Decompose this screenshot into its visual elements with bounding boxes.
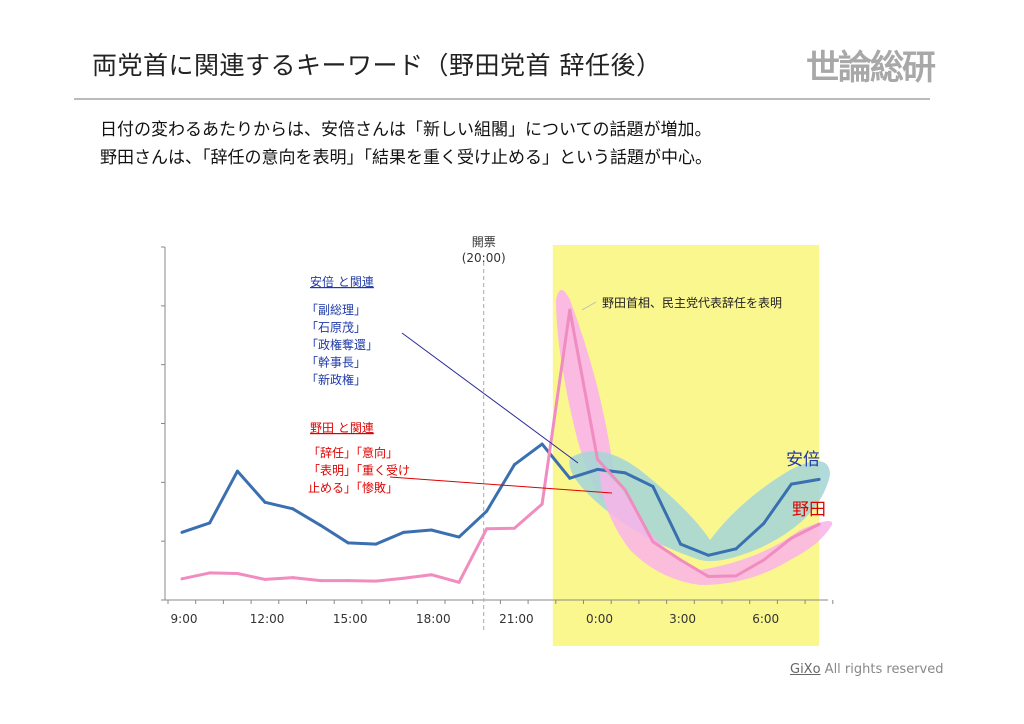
series-label-abe: 安倍 (786, 450, 820, 470)
data-point (623, 488, 627, 492)
abe-keyword: 「石原茂」 (306, 321, 366, 335)
noda-leader (389, 476, 613, 494)
data-point (180, 577, 184, 581)
vline-label: 開票 (472, 235, 496, 249)
vline-label: (20:00) (462, 251, 506, 265)
data-point (512, 463, 516, 467)
series-line-noda (181, 308, 820, 584)
data-point (319, 579, 322, 583)
data-point (263, 577, 267, 581)
data-point (762, 558, 766, 562)
data-point (789, 536, 793, 540)
data-point (706, 553, 710, 557)
description: 日付の変わるあたりからは、安倍さんは「新しい組閣」についての話題が増加。 野田さ… (100, 116, 712, 172)
data-point (512, 526, 516, 530)
data-point (429, 573, 433, 577)
data-point (789, 482, 793, 486)
data-point (817, 522, 821, 526)
data-point (235, 572, 239, 576)
data-point (457, 535, 461, 539)
data-point (651, 540, 655, 544)
noda-keyword: 止める」「惨敗」 (308, 480, 398, 495)
x-tick-label: 18:00 (416, 612, 451, 626)
data-point (485, 509, 489, 513)
data-point (291, 507, 295, 511)
description-line: 野田さんは、「辞任の意向を表明」「結果を重く受け止める」という話題が中心。 (100, 148, 712, 168)
series-line-abe (181, 442, 820, 557)
data-point (540, 442, 544, 446)
data-point (346, 541, 350, 545)
data-point (402, 576, 406, 580)
x-tick-label: 9:00 (171, 612, 198, 626)
series-label-noda: 野田 (792, 500, 826, 520)
data-point (208, 571, 212, 575)
noda-keyword: 「表明」「重く受け (308, 464, 410, 478)
data-point (208, 521, 212, 525)
data-point (568, 308, 572, 312)
abe-keyword: 「政権奪還」 (306, 337, 378, 352)
data-point (429, 528, 433, 532)
abe-leader (401, 332, 579, 464)
noda-highlight-blob (600, 470, 833, 585)
x-tick-label: 15:00 (333, 612, 368, 626)
data-point (706, 574, 710, 578)
footer: GiXo All rights reserved (790, 662, 944, 677)
data-point (346, 579, 350, 583)
data-point (485, 527, 489, 531)
data-point (651, 484, 655, 488)
data-point (817, 477, 821, 481)
data-point (374, 542, 378, 546)
data-point (457, 580, 461, 584)
page-title: 両党首に関連するキーワード（野田党首 辞任後） (92, 51, 662, 80)
logo: 世論総研 (806, 48, 936, 88)
data-point (762, 522, 766, 526)
data-point (568, 476, 572, 480)
data-point (596, 457, 599, 461)
footer-brand: GiXo (790, 662, 821, 677)
data-point (374, 579, 378, 583)
footer-text: All rights reserved (820, 662, 944, 677)
data-point (263, 500, 267, 504)
abe-keyword: 「新政権」 (306, 372, 366, 387)
data-point (291, 576, 295, 580)
x-tick-label: 3:00 (669, 612, 696, 626)
abe-keyword: 「副総理」 (306, 303, 366, 317)
noda-heading: 野田 と関連 (310, 421, 374, 435)
x-tick-label: 21:00 (499, 612, 534, 626)
abe-keyword: 「幹事長」 (306, 355, 366, 370)
data-point (596, 467, 599, 471)
data-point (319, 523, 322, 527)
data-point (402, 530, 406, 534)
x-tick-label: 12:00 (250, 612, 285, 626)
event-leader (581, 301, 597, 311)
title-divider (74, 98, 930, 100)
abe-heading: 安倍 と関連 (310, 274, 374, 289)
data-point (734, 574, 738, 578)
x-tick-label: 6:00 (752, 612, 779, 626)
data-point (235, 469, 239, 473)
data-point (679, 542, 683, 546)
data-point (679, 558, 683, 562)
noda-keyword: 「辞任」「意向」 (308, 445, 398, 460)
data-point (734, 547, 738, 551)
data-point (540, 502, 544, 506)
data-point (623, 471, 627, 475)
event-annotation: 野田首相、民主党代表辞任を表明 (602, 295, 782, 310)
data-point (180, 530, 184, 534)
x-tick-label: 0:00 (586, 612, 613, 626)
description-line: 日付の変わるあたりからは、安倍さんは「新しい組閣」についての話題が増加。 (100, 120, 712, 140)
